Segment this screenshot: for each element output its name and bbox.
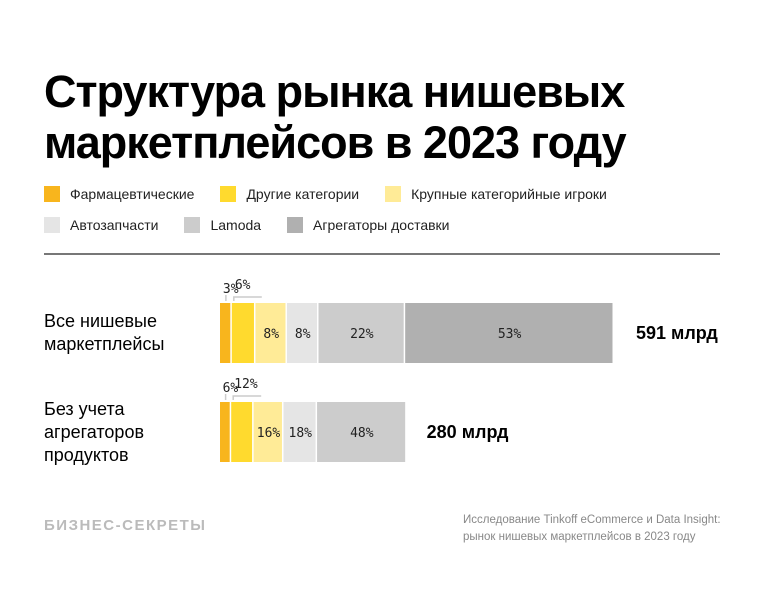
category-label-all: Все нишевые маркетплейсы: [44, 310, 164, 356]
legend-label: Автозапчасти: [70, 217, 159, 233]
category-label-line: продуктов: [44, 445, 129, 465]
bar-segment: [318, 303, 404, 363]
legend-label: Фармацевтические: [70, 186, 195, 202]
legend-swatch: [220, 186, 237, 202]
legend-swatch: [44, 217, 60, 233]
bar-segment: [220, 402, 230, 462]
legend-swatch: [184, 217, 201, 233]
source-note: Исследование Tinkoff eCommerce и Data In…: [463, 512, 721, 546]
bar-segment: [317, 402, 406, 462]
bar-segment: [255, 303, 286, 363]
bar-segment: [253, 402, 282, 462]
data-label: 16%: [257, 426, 281, 441]
category-label-line: Все нишевые: [44, 311, 157, 331]
divider: [44, 253, 720, 255]
source-line: Исследование Tinkoff eCommerce и Data In…: [463, 514, 721, 526]
legend-item: Автозапчасти: [44, 217, 158, 233]
category-label-line: Без учета: [44, 399, 125, 419]
bar-segment: [231, 402, 253, 462]
data-label: 18%: [289, 426, 313, 441]
bar-segment: [231, 303, 254, 363]
source-line: рынок нишевых маркетплейсов в 2023 году: [463, 531, 696, 543]
legend-label: Другие категории: [246, 186, 360, 202]
legend-item: Агрегаторы доставки: [287, 217, 450, 233]
brand-logo: БИЗНЕС-СЕКРЕТЫ: [44, 517, 207, 534]
legend-label: Агрегаторы доставки: [313, 217, 450, 233]
legend-swatch: [44, 186, 60, 202]
bar-segment: [286, 303, 317, 363]
legend-swatch: [385, 186, 402, 202]
leader-line: [232, 395, 262, 400]
leader-line: [233, 296, 262, 301]
bar-segment: [220, 303, 231, 363]
data-label: 8%: [263, 327, 279, 342]
legend-item: Фармацевтические: [44, 186, 194, 202]
total-label: 591 млрд: [636, 323, 718, 343]
legend-row-1: Фармацевтические Другие категории Крупные …: [44, 186, 633, 202]
legend-label: Крупные категорийные игроки: [411, 186, 607, 202]
data-label: 53%: [498, 327, 522, 342]
legend-item: Lamoda: [184, 217, 261, 233]
legend-row-2: Автозапчасти Lamoda Агрегаторы доставки: [44, 217, 476, 233]
data-label: 8%: [295, 327, 311, 342]
category-label-no-aggregators: Без учета агрегаторов продуктов: [44, 398, 144, 467]
data-label: 6%: [235, 278, 251, 293]
legend-swatch: [287, 217, 304, 233]
legend-label: Lamoda: [210, 217, 262, 233]
bar-segment: [405, 303, 613, 363]
total-label: 280 млрд: [427, 422, 509, 442]
data-label: 22%: [350, 327, 374, 342]
category-label-line: агрегаторов: [44, 422, 145, 442]
chart-title: Структура рынка нишевых маркетплейсов в …: [44, 66, 627, 168]
data-label: 6%: [223, 381, 239, 396]
bar-segment: [283, 402, 316, 462]
category-label-line: маркетплейсы: [44, 334, 165, 354]
legend-item: Другие категории: [220, 186, 359, 202]
legend-item: Крупные категорийные игроки: [385, 186, 607, 202]
data-label: 12%: [234, 377, 258, 392]
data-label: 48%: [350, 426, 374, 441]
data-label: 3%: [223, 282, 239, 297]
